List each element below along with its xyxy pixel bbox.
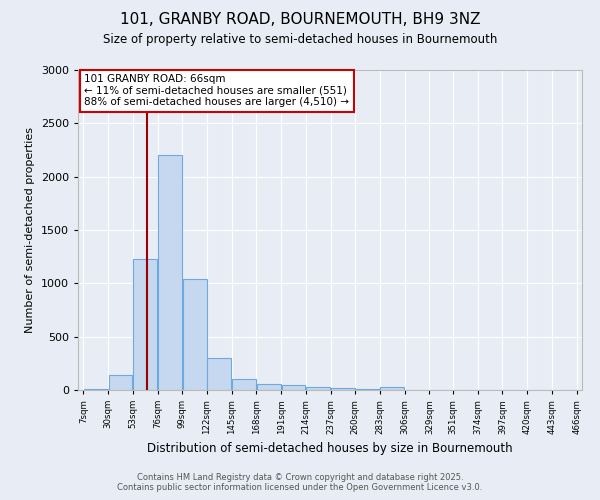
X-axis label: Distribution of semi-detached houses by size in Bournemouth: Distribution of semi-detached houses by … — [147, 442, 513, 455]
Bar — [356, 389, 380, 390]
Bar — [281, 384, 305, 390]
Bar — [331, 388, 355, 390]
Text: Contains HM Land Registry data © Crown copyright and database right 2025.: Contains HM Land Registry data © Crown c… — [137, 474, 463, 482]
Bar — [380, 387, 404, 390]
Text: 101, GRANBY ROAD, BOURNEMOUTH, BH9 3NZ: 101, GRANBY ROAD, BOURNEMOUTH, BH9 3NZ — [120, 12, 480, 28]
Bar — [232, 379, 256, 390]
Text: 101 GRANBY ROAD: 66sqm
← 11% of semi-detached houses are smaller (551)
88% of se: 101 GRANBY ROAD: 66sqm ← 11% of semi-det… — [85, 74, 349, 108]
Bar — [257, 384, 281, 390]
Text: Size of property relative to semi-detached houses in Bournemouth: Size of property relative to semi-detach… — [103, 32, 497, 46]
Bar — [208, 358, 231, 390]
Bar — [306, 387, 330, 390]
Bar — [133, 259, 157, 390]
Bar — [84, 389, 107, 390]
Text: Contains public sector information licensed under the Open Government Licence v3: Contains public sector information licen… — [118, 484, 482, 492]
Bar — [182, 279, 206, 390]
Bar — [109, 375, 133, 390]
Bar — [158, 156, 182, 390]
Y-axis label: Number of semi-detached properties: Number of semi-detached properties — [25, 127, 35, 333]
